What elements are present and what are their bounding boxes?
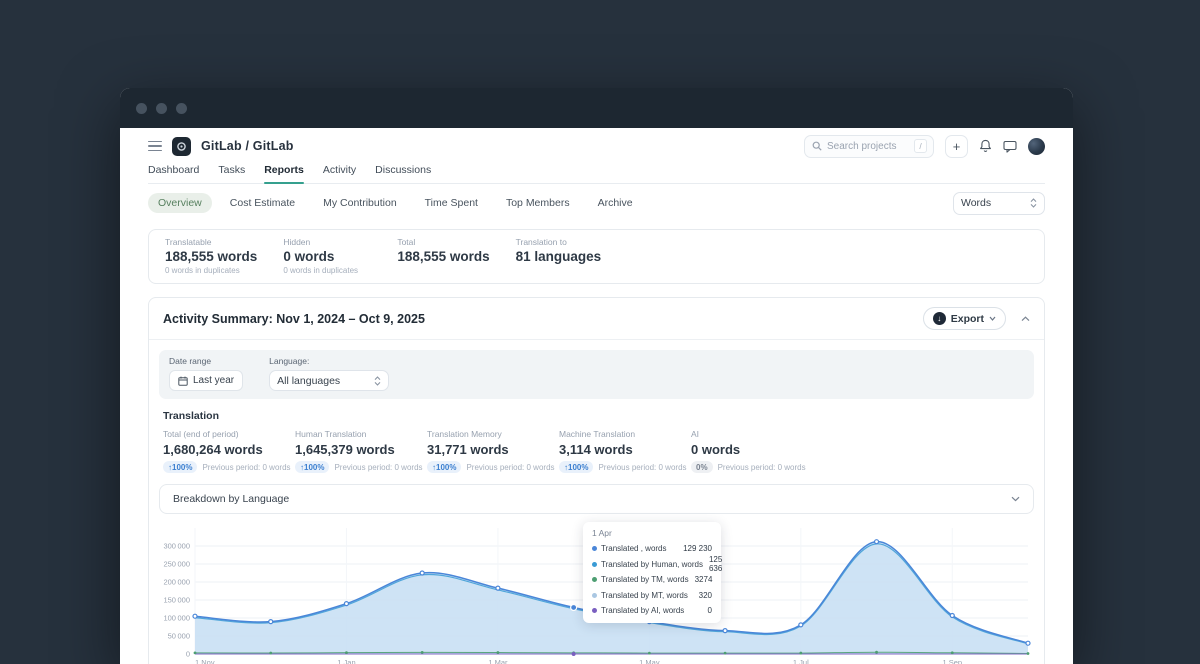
svg-text:50 000: 50 000 [168,632,190,641]
search-box[interactable]: / [804,134,934,158]
main-tab[interactable]: Activity [322,164,357,176]
svg-text:1 May: 1 May [639,658,660,664]
summary-stat: Translation to 81 languages [515,237,602,264]
change-badge: ↑100% [163,461,198,473]
logo-icon [177,141,186,151]
select-arrows-icon [374,375,381,386]
svg-text:0: 0 [186,650,190,659]
browser-window: GitLab / GitLab / + [120,88,1073,664]
report-subtab[interactable]: Time Spent [424,197,478,209]
svg-text:1 Nov: 1 Nov [195,658,215,664]
window-control-dot[interactable] [136,102,147,114]
main-tab[interactable]: Reports [264,164,304,184]
change-badge: ↑100% [295,461,330,473]
language-filter: Language: All languages [269,356,390,391]
svg-text:200 000: 200 000 [163,578,190,587]
window-control-dot[interactable] [176,102,187,114]
main-tab[interactable]: Discussions [375,164,432,176]
activity-summary-card: Activity Summary: Nov 1, 2024 – Oct 9, 2… [148,297,1045,664]
translation-stat: Machine Translation 3,114 words ↑100% Pr… [559,429,687,473]
search-icon [812,141,822,151]
date-range-button[interactable]: Last year [169,370,244,391]
add-button[interactable]: + [945,134,968,158]
caret-down-icon [989,316,996,321]
tooltip-row: Translated by TM, words 3274 [592,572,712,588]
bell-icon [980,139,991,153]
translation-stat: Human Translation 1,645,379 words ↑100% … [295,429,423,473]
export-button[interactable]: ↓ Export [922,307,1006,330]
filters-bar: Date range Last year Languag [159,350,1034,399]
report-subtab[interactable]: Overview [148,193,212,213]
chevron-down-icon [1011,496,1020,502]
series-dot-icon [592,592,597,598]
calendar-icon [178,376,188,386]
svg-text:1 Sep: 1 Sep [942,658,962,664]
menu-icon[interactable] [148,140,162,152]
search-input[interactable] [827,140,909,152]
messages-button[interactable] [1003,140,1017,153]
search-shortcut-hint: / [914,139,927,153]
page-content: GitLab / GitLab / + [120,128,1073,664]
translation-stat: Total (end of period) 1,680,264 words ↑1… [163,429,291,473]
svg-text:1 Jan: 1 Jan [337,658,355,664]
series-dot-icon [592,608,597,614]
report-subtab[interactable]: My Contribution [323,197,397,209]
change-badge: ↑100% [427,461,462,473]
svg-text:1 Jul: 1 Jul [793,658,809,664]
summary-stat: Hidden 0 words 0 words in duplicates [283,237,359,275]
project-logo[interactable] [172,136,191,156]
svg-text:1 Mar: 1 Mar [488,658,508,664]
chart-tooltip: 1 Apr Translated , words 129 230 Transla… [583,522,722,623]
language-label: Language: [269,356,310,366]
svg-text:250 000: 250 000 [163,560,190,569]
chat-icon [1003,140,1017,153]
main-tabs: Dashboard Tasks Reports Activity Discussions [148,160,1045,184]
user-avatar[interactable] [1028,137,1045,155]
report-subtab[interactable]: Cost Estimate [229,197,296,209]
units-select[interactable]: Words [953,191,1045,215]
report-subtab[interactable]: Archive [597,197,633,209]
breakdown-by-language-toggle[interactable]: Breakdown by Language [159,484,1034,514]
page-title: GitLab / GitLab [201,139,294,153]
summary-stat: Translatable 188,555 words 0 words in du… [165,237,258,275]
select-arrows-icon [1030,198,1037,208]
translation-heading: Translation [163,410,220,422]
summary-stat: Total 188,555 words [397,237,490,264]
svg-text:300 000: 300 000 [163,542,190,551]
tooltip-row: Translated by Human, words 125 636 [592,555,722,573]
collapse-section-button[interactable] [1021,315,1030,322]
translation-stat: Translation Memory 31,771 words ↑100% Pr… [427,429,555,473]
language-select[interactable]: All languages [269,370,390,391]
tooltip-row: Translated by MT, words 320 [592,588,712,604]
tooltip-row: Translated , words 129 230 [592,541,712,557]
tooltip-date: 1 Apr [592,528,612,538]
date-range-filter: Date range Last year [169,356,244,391]
activity-summary-title: Activity Summary: Nov 1, 2024 – Oct 9, 2… [163,311,425,326]
translation-section: Translation Total (end of period) 1,680,… [159,410,1034,473]
main-tab[interactable]: Tasks [218,164,246,176]
notifications-button[interactable] [979,139,992,153]
project-words-summary: Translatable 188,555 words 0 words in du… [148,229,1045,284]
series-dot-icon [592,561,597,567]
report-subtab[interactable]: Top Members [505,197,570,209]
reports-subnav: Overview Cost Estimate My Contribution Time… [148,191,1045,215]
main-tab[interactable]: Dashboard [148,164,200,176]
series-dot-icon [592,546,597,552]
download-icon: ↓ [932,312,946,325]
date-range-label: Date range [169,356,212,366]
change-badge: 0% [691,461,713,473]
tooltip-row: Translated by AI, words 0 [592,603,712,619]
activity-summary-header: Activity Summary: Nov 1, 2024 – Oct 9, 2… [149,298,1044,340]
window-control-dot[interactable] [156,102,167,114]
translation-stat: AI 0 words 0% Previous period: 0 words [691,429,806,473]
window-titlebar [120,88,1073,128]
svg-text:150 000: 150 000 [163,596,190,605]
series-dot-icon [592,577,597,583]
chevron-up-icon [1021,315,1030,321]
svg-text:100 000: 100 000 [163,614,190,623]
activity-chart[interactable]: 0 50 000 100 000 150 000 200 000 250 000 300 0… [159,520,1034,664]
change-badge: ↑100% [559,461,594,473]
app-header: GitLab / GitLab / + [148,128,1045,160]
